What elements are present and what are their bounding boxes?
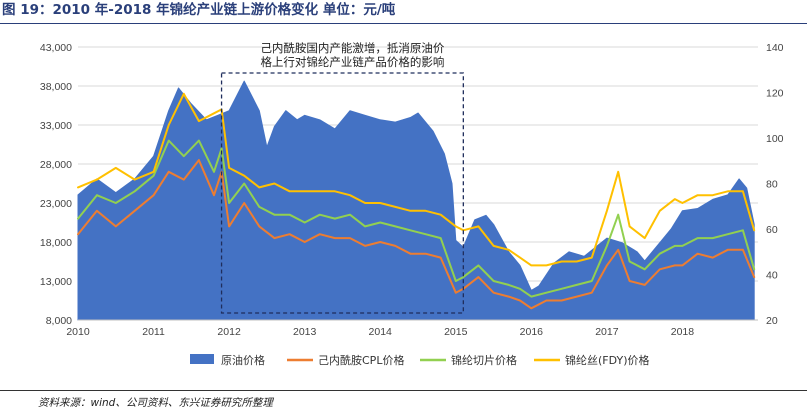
- crude-area-layer: [77, 80, 755, 321]
- series-line-cpl: [77, 159, 756, 310]
- y-left-tick-label: 33,000: [40, 120, 72, 132]
- y-right-tick-label: 100: [766, 133, 784, 145]
- y-right-tick-label: 80: [766, 179, 778, 191]
- series-line-chip: [77, 139, 756, 298]
- y-left-tick-label: 43,000: [40, 42, 72, 54]
- axes: 8,000 13,000 18,000 23,000 28,000 33,000 38,00…: [40, 42, 784, 338]
- source-note: 资料来源：wind、公司资料、东兴证券研究所整理: [38, 397, 273, 409]
- legend: 原油价格 己内酰胺CPL价格 锦纶切片价格 锦纶丝(FDY)价格: [190, 353, 650, 367]
- y-left-tick-label: 18,000: [40, 237, 72, 249]
- x-tick-label: 2014: [369, 326, 393, 338]
- y-left-tick-label: 13,000: [40, 276, 72, 288]
- x-tick-label: 2010: [66, 326, 90, 338]
- line-layer: [77, 92, 756, 310]
- y-right-tick-label: 140: [766, 42, 784, 54]
- x-tick-label: 2011: [142, 326, 165, 338]
- x-tick-label: 2018: [671, 326, 695, 338]
- annotation-text-line2: 格上行对锦纶产业链产品价格的影响: [260, 55, 444, 69]
- legend-label-cpl: 己内酰胺CPL价格: [318, 353, 404, 367]
- legend-label-fdy: 锦纶丝(FDY)价格: [565, 353, 650, 367]
- series-line-fdy: [77, 92, 756, 267]
- y-right-tick-label: 120: [766, 88, 784, 100]
- legend-label-crude: 原油价格: [221, 353, 265, 367]
- legend-swatch-crude: [190, 354, 214, 364]
- legend-label-chip: 锦纶切片价格: [451, 353, 517, 367]
- x-tick-label: 2012: [217, 326, 241, 338]
- chart-canvas: 8,000 13,000 18,000 23,000 28,000 33,000 38,00…: [40, 41, 784, 367]
- y-left-tick-label: 38,000: [40, 81, 72, 93]
- title-divider: [0, 23, 807, 24]
- x-tick-label: 2016: [520, 326, 544, 338]
- y-left-tick-label: 28,000: [40, 159, 72, 171]
- series-area-crude-oil: [77, 80, 755, 321]
- annotation-dashed-box: [220, 72, 464, 314]
- y-right-tick-label: 20: [766, 315, 778, 327]
- y-right-tick-label: 60: [766, 224, 778, 236]
- x-tick-label: 2013: [293, 326, 317, 338]
- y-left-tick-label: 8,000: [46, 315, 72, 327]
- x-tick-label: 2017: [595, 326, 619, 338]
- chart-title: 图 19：2010 年-2018 年锦纶产业链上游价格变化 单位：元/吨: [2, 2, 396, 18]
- annotation-text-line1: 己内酰胺国内产能激增，抵消原油价: [260, 41, 444, 55]
- y-right-tick-label: 40: [766, 270, 778, 282]
- y-left-tick-label: 23,000: [40, 198, 72, 210]
- x-tick-label: 2015: [444, 326, 468, 338]
- source-divider: [0, 390, 807, 391]
